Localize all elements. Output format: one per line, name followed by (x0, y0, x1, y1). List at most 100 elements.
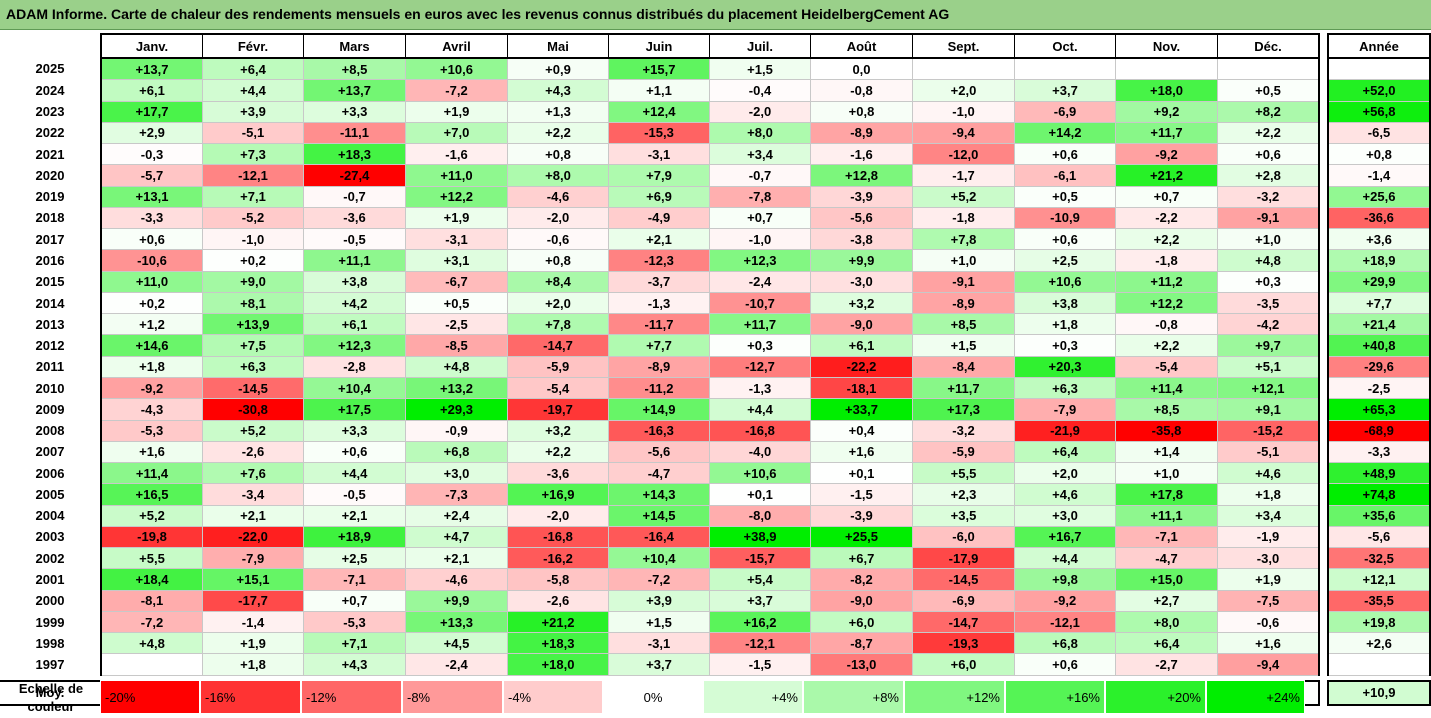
heat-cell: +0,6 (1014, 653, 1116, 676)
table-row: 2023 +17,7 +3,9 +3,3 +1,9 +1,3 +12,4 -2,0 +0,8 -1… (0, 100, 1320, 123)
table-row: 2022 +2,9 -5,1 -11,1 +7,0 +2,2 -15,3 +8,0 -8,9 -9… (0, 121, 1320, 145)
heat-cell: +0,3 (709, 334, 811, 357)
heat-cell: -2,5 (405, 313, 508, 336)
heat-cell: -5,7 (100, 164, 203, 187)
heat-cell: -9,0 (810, 313, 913, 336)
annual-cell: +29,9 (1327, 271, 1431, 293)
month-header: Oct. (1014, 33, 1116, 59)
heat-cell: -9,2 (1115, 143, 1218, 166)
legend-label-line1: Echelle de (18, 681, 84, 696)
annual-cell: -1,4 (1327, 164, 1431, 187)
table-row: 2001 +18,4 +15,1 -7,1 -4,6 -5,8 -7,2 +5,4 -8,2 -1… (0, 568, 1320, 591)
heat-cell: +8,5 (303, 57, 406, 81)
annual-row: -36,6 (1327, 207, 1431, 230)
year-label: 2025 (0, 58, 102, 80)
heat-cell: +0,2 (100, 291, 203, 315)
heat-cell: +11,0 (405, 164, 508, 187)
heat-cell: -5,9 (912, 440, 1015, 464)
heat-cell: -0,9 (405, 419, 508, 442)
heat-cell: +0,8 (507, 143, 609, 166)
heat-cell: +15,7 (608, 57, 710, 81)
heat-cell: +3,7 (1014, 79, 1116, 102)
heat-cell: +12,3 (303, 334, 406, 357)
heat-cell: +1,5 (709, 57, 811, 81)
heat-cell: +2,1 (202, 504, 304, 527)
year-label: 2006 (0, 462, 102, 484)
annual-row: +74,8 (1327, 483, 1431, 506)
heat-cell: +16,2 (709, 610, 811, 634)
heat-cell: -0,6 (1217, 610, 1320, 634)
heat-cell: -19,7 (507, 398, 609, 421)
heat-cell: -22,0 (202, 525, 304, 549)
heat-cell: -2,8 (303, 355, 406, 378)
heat-cell: +11,7 (1115, 121, 1218, 145)
year-label: 2005 (0, 483, 102, 506)
heat-cell: -9,4 (912, 121, 1015, 145)
heat-cell: +1,2 (100, 313, 203, 336)
heat-cell: +0,2 (202, 249, 304, 272)
annual-cell: -35,5 (1327, 590, 1431, 612)
heat-cell: +13,9 (202, 313, 304, 336)
heat-cell: +4,6 (1217, 462, 1320, 485)
heat-cell: +6,7 (810, 547, 913, 570)
month-header: Août (810, 33, 913, 59)
heat-cell: +7,8 (507, 313, 609, 336)
heat-cell: +2,4 (405, 504, 508, 527)
heat-cell: +10,6 (1014, 270, 1116, 293)
heat-cell: +17,7 (100, 100, 203, 123)
heat-cell: -2,0 (507, 206, 609, 230)
heat-cell: +1,8 (1217, 483, 1320, 506)
heat-cell: -2,6 (202, 440, 304, 464)
heat-cell: -16,4 (608, 525, 710, 549)
heat-cell: +0,6 (1014, 228, 1116, 251)
annual-cell: +48,9 (1327, 462, 1431, 485)
heat-cell: 0,0 (810, 57, 913, 81)
heat-cell: +18,3 (303, 143, 406, 166)
heat-cell: +11,4 (100, 462, 203, 485)
heat-cell: -1,6 (405, 143, 508, 166)
heat-cell: +13,7 (303, 79, 406, 102)
heat-cell: +16,9 (507, 483, 609, 506)
heat-cell: +5,2 (100, 504, 203, 527)
heat-cell: -1,8 (1115, 249, 1218, 272)
heat-cell: +4,4 (303, 462, 406, 485)
heat-cell: +3,7 (608, 653, 710, 676)
heat-cell: +0,7 (303, 589, 406, 612)
heat-cell: -3,9 (810, 185, 913, 208)
heat-cell: +3,4 (709, 143, 811, 166)
heat-cell: +8,1 (202, 291, 304, 315)
heat-cell: -5,9 (507, 355, 609, 378)
heat-cell: -12,3 (608, 249, 710, 272)
heat-cell: +4,5 (405, 632, 508, 655)
heat-cell: +1,4 (1115, 440, 1218, 464)
heat-cell: -8,1 (100, 589, 203, 612)
annual-cell: +65,3 (1327, 398, 1431, 421)
heat-cell: +0,5 (405, 291, 508, 315)
heat-cell: -4,2 (1217, 313, 1320, 336)
year-label: 2020 (0, 164, 102, 187)
heat-cell: -2,7 (1115, 653, 1218, 676)
heat-cell: +11,7 (912, 376, 1015, 400)
heat-cell: +1,6 (810, 440, 913, 464)
heat-cell: +2,2 (507, 440, 609, 464)
heat-cell: -8,9 (810, 121, 913, 145)
year-label: 2011 (0, 356, 102, 378)
annual-row: +12,1 (1327, 568, 1431, 591)
heat-cell: +3,5 (912, 504, 1015, 527)
heat-cell: +21,2 (1115, 164, 1218, 187)
legend-swatch: +20% (1105, 680, 1206, 714)
heat-cell: +7,0 (405, 121, 508, 145)
month-header: Avril (405, 33, 508, 59)
heat-cell: +9,9 (810, 249, 913, 272)
heat-cell: +2,9 (100, 121, 203, 145)
month-header: Nov. (1115, 33, 1218, 59)
year-label: 2019 (0, 186, 102, 208)
heat-cell: +2,7 (1115, 589, 1218, 612)
heat-cell: -5,4 (1115, 355, 1218, 378)
heat-cell: +7,8 (912, 228, 1015, 251)
heat-cell: +11,4 (1115, 376, 1218, 400)
heat-cell: -3,0 (1217, 547, 1320, 570)
heat-cell: -7,9 (1014, 398, 1116, 421)
heat-cell: +6,8 (1014, 632, 1116, 655)
heat-cell: +2,2 (507, 121, 609, 145)
